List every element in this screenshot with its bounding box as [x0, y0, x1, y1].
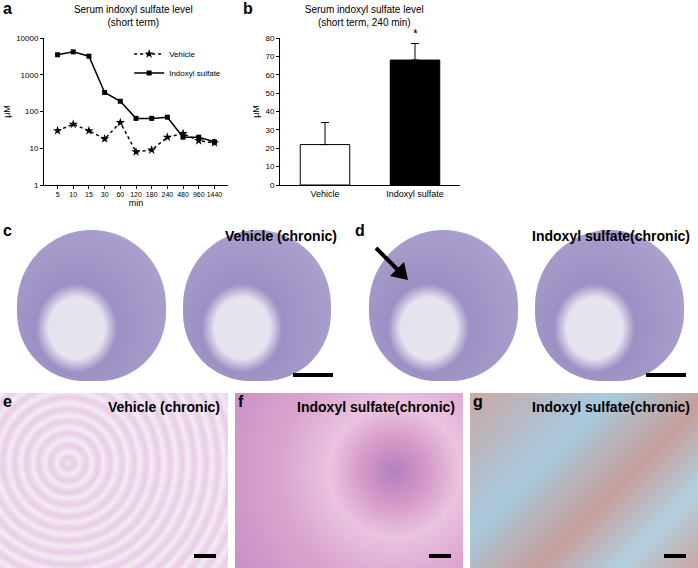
svg-text:40: 40 [265, 107, 274, 116]
svg-text:Indoxyl sulfate: Indoxyl sulfate [169, 69, 221, 78]
svg-text:10: 10 [265, 162, 274, 171]
svg-text:80: 80 [265, 34, 274, 43]
svg-text:μM: μM [251, 105, 261, 118]
html-text:Vehicle (chronic): Vehicle (chronic) [108, 399, 220, 415]
svg-text:30: 30 [265, 126, 274, 135]
svg-text:5: 5 [56, 191, 60, 198]
html-text:e: e [3, 393, 12, 410]
svg-text:240: 240 [162, 191, 174, 198]
svg-text:120: 120 [130, 191, 142, 198]
html-text:b: b [243, 0, 253, 17]
html-text:Indoxyl sulfate(chronic): Indoxyl sulfate(chronic) [532, 228, 690, 244]
html-text:c: c [3, 222, 12, 239]
svg-text:Serum indoxyl sulfate level(sh: Serum indoxyl sulfate level(short term, … [305, 4, 424, 28]
html-text:Indoxyl sulfate(chronic): Indoxyl sulfate(chronic) [297, 399, 455, 415]
html-text:d: d [355, 222, 365, 239]
svg-text:30: 30 [101, 191, 109, 198]
svg-text:Indoxyl sulfate: Indoxyl sulfate [386, 189, 444, 199]
svg-text:1440: 1440 [207, 191, 223, 198]
svg-text:*: * [413, 27, 418, 41]
svg-text:μM: μM [2, 105, 12, 118]
svg-text:960: 960 [193, 191, 205, 198]
svg-text:60: 60 [265, 71, 274, 80]
svg-text:20: 20 [265, 144, 274, 153]
html-text:Vehicle (chronic): Vehicle (chronic) [225, 228, 337, 244]
svg-text:10: 10 [69, 191, 77, 198]
svg-text:70: 70 [265, 52, 274, 61]
svg-text:15: 15 [85, 191, 93, 198]
svg-text:0: 0 [270, 181, 275, 190]
html-text:Indoxyl sulfate(chronic): Indoxyl sulfate(chronic) [532, 399, 690, 415]
svg-text:1000: 1000 [21, 71, 39, 80]
svg-text:Vehicle: Vehicle [310, 189, 339, 199]
svg-text:60: 60 [116, 191, 124, 198]
svg-text:10000: 10000 [16, 34, 39, 43]
svg-text:min: min [129, 198, 144, 208]
html-text:a: a [3, 0, 12, 17]
svg-text:100: 100 [25, 107, 39, 116]
svg-text:Serum indoxyl sulfate level(sh: Serum indoxyl sulfate level(short term) [74, 4, 193, 28]
svg-text:10: 10 [29, 144, 38, 153]
html-text:g: g [473, 393, 483, 410]
svg-text:50: 50 [265, 89, 274, 98]
html-text:f: f [238, 393, 244, 410]
svg-text:480: 480 [177, 191, 189, 198]
svg-text:Vehicle: Vehicle [169, 50, 195, 59]
svg-text:1: 1 [34, 181, 39, 190]
svg-text:180: 180 [146, 191, 158, 198]
